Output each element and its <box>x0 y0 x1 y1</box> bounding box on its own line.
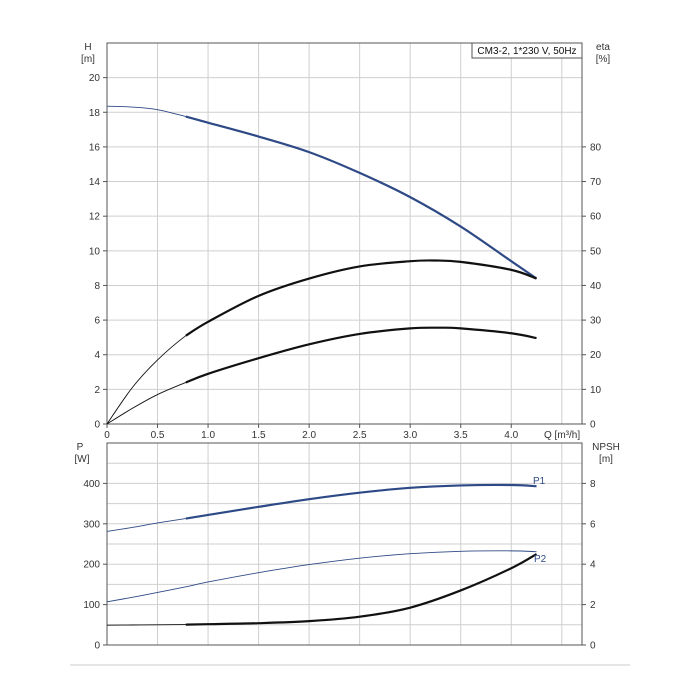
power-tick-label: 300 <box>83 519 100 530</box>
eta-tick-label: 0 <box>590 420 596 431</box>
head-tick-label: 10 <box>89 246 101 257</box>
head-tick-label: 8 <box>94 281 100 292</box>
bottom-plot-frame <box>106 442 583 646</box>
top-plot-frame <box>106 42 583 425</box>
top-y-right-ticks: 0 10 20 30 40 50 60 70 80 <box>582 142 602 431</box>
bottom-grid <box>107 443 582 645</box>
npsh-tick-label: 8 <box>590 479 596 490</box>
power-p1-curve-operating <box>185 483 537 520</box>
head-tick-label: 4 <box>94 350 100 361</box>
top-x-ticks: 0 0.5 1.0 1.5 2.0 2.5 3.0 3.5 4.0 <box>104 424 519 441</box>
x-tick-label: 4.0 <box>504 430 518 441</box>
eta-pump-curve-operating <box>185 326 537 384</box>
bottom-y-right-ticks: 0 2 4 6 8 <box>582 479 596 652</box>
head-curve-operating <box>185 115 538 280</box>
x-tick-label: 1.5 <box>252 430 266 441</box>
x-tick-label: 3.0 <box>403 430 417 441</box>
npsh-tick-label: 0 <box>590 641 596 652</box>
head-tick-label: 20 <box>89 73 101 84</box>
eta-total-curve-operating <box>185 259 537 337</box>
x-tick-label: 0 <box>104 430 110 441</box>
eta-tick-label: 70 <box>590 177 602 188</box>
x-tick-label: 2.0 <box>302 430 316 441</box>
eta-tick-label: 10 <box>590 385 602 396</box>
eta-tick-label: 80 <box>590 142 602 153</box>
eta-tick-label: 40 <box>590 281 602 292</box>
head-tick-label: 6 <box>94 316 100 327</box>
npsh-axis-label: NPSH <box>592 442 620 453</box>
power-axis-label: P <box>77 442 84 453</box>
bottom-panel: 0 100 200 300 400 0 2 4 6 8 P [W] NPSH [m] P1 P2 <box>75 442 620 652</box>
npsh-tick-label: 4 <box>590 560 596 571</box>
x-tick-label: 2.5 <box>353 430 367 441</box>
head-tick-label: 16 <box>89 142 101 153</box>
head-axis-unit: [m] <box>81 54 95 65</box>
power-p2-curve <box>106 550 537 603</box>
head-tick-label: 2 <box>94 385 100 396</box>
npsh-axis-unit: [m] <box>599 454 613 465</box>
eta-axis-unit: [%] <box>596 54 611 65</box>
series-label-p2: P2 <box>534 554 547 565</box>
chart-title-box <box>471 42 583 59</box>
x-tick-label: 0.5 <box>151 430 165 441</box>
x-tick-label: 3.5 <box>454 430 468 441</box>
head-tick-label: 18 <box>89 108 101 119</box>
npsh-curve-operating <box>185 553 538 626</box>
eta-axis-label: eta <box>596 42 610 53</box>
chart-title: CM3-2, 1*230 V, 50Hz <box>477 46 576 57</box>
flow-axis-label: Q [m³/h] <box>544 430 580 441</box>
head-tick-label: 12 <box>89 212 101 223</box>
x-tick-label: 1.0 <box>201 430 215 441</box>
series-label-p1: P1 <box>533 476 546 487</box>
eta-tick-label: 20 <box>590 350 602 361</box>
power-tick-label: 400 <box>83 479 100 490</box>
top-panel: 0 0.5 1.0 1.5 2.0 2.5 3.0 3.5 4.0 0 2 4 6 8 10 12 14 16 1… <box>81 42 610 441</box>
power-axis-unit: [W] <box>75 454 90 465</box>
head-axis-label: H <box>84 42 91 53</box>
top-series <box>106 105 538 425</box>
eta-tick-label: 60 <box>590 212 602 223</box>
bottom-series <box>106 483 538 626</box>
top-y-left-ticks: 0 2 4 6 8 10 12 14 16 18 20 <box>89 73 107 431</box>
npsh-tick-label: 6 <box>590 519 596 530</box>
head-tick-label: 14 <box>89 177 101 188</box>
head-tick-label: 0 <box>94 420 100 431</box>
power-tick-label: 100 <box>83 600 100 611</box>
eta-tick-label: 30 <box>590 316 602 327</box>
bottom-y-left-ticks: 0 100 200 300 400 <box>83 479 107 652</box>
eta-tick-label: 50 <box>590 246 602 257</box>
npsh-tick-label: 2 <box>590 600 596 611</box>
power-tick-label: 0 <box>94 641 100 652</box>
power-tick-label: 200 <box>83 560 100 571</box>
